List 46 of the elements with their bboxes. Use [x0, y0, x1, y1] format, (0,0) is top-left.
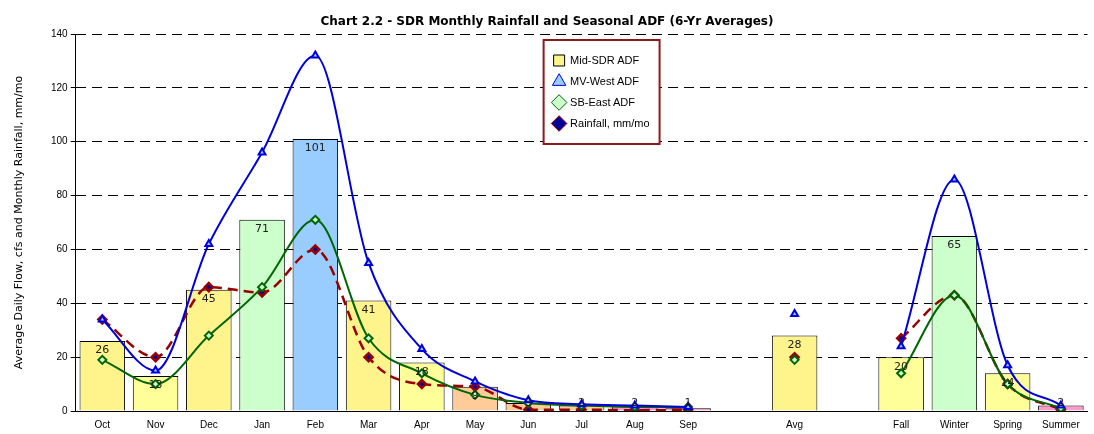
- x-tick-label: Fall: [893, 418, 910, 430]
- data-label: 41: [361, 302, 376, 316]
- legend-label: Mid-SDR ADF: [570, 53, 640, 66]
- x-tick-label: Jul: [575, 418, 588, 430]
- x-tick-label: Summer: [1041, 418, 1081, 430]
- y-tick-label: 80: [56, 189, 69, 201]
- data-label: 14: [1000, 375, 1015, 389]
- data-label: 13: [148, 378, 163, 392]
- chart-title: Chart 2.2 - SDR Monthly Rainfall and Seasonal ADF (6-Yr Averages): [319, 14, 775, 28]
- x-tick-label: Aug: [625, 418, 644, 430]
- x-tick-label: Feb: [306, 418, 325, 430]
- y-tick-label: 40: [56, 297, 69, 309]
- data-label: 101: [304, 141, 326, 155]
- data-label: 45: [201, 292, 216, 306]
- y-tick-label: 20: [56, 350, 69, 362]
- x-tick-label: Jan: [254, 418, 271, 430]
- data-label: 26: [95, 343, 110, 357]
- x-tick-label: Sep: [679, 418, 698, 430]
- x-tick-label: Avg: [786, 418, 804, 430]
- data-label: 65: [947, 238, 962, 252]
- y-tick-label: 140: [51, 27, 69, 39]
- legend-label: SB-East ADF: [570, 95, 636, 108]
- x-tick-label: Mar: [359, 418, 378, 430]
- data-label: 18: [414, 364, 429, 378]
- y-axis-title: Average Daily Flow, cfs and Monthly Rainfall, mm/mo: [11, 74, 25, 372]
- data-label: 71: [255, 222, 270, 236]
- x-tick-label: Winter: [939, 418, 970, 430]
- x-tick-label: Apr: [414, 418, 431, 430]
- y-tick-label: 60: [56, 243, 69, 255]
- data-label: 9: [471, 389, 479, 403]
- data-label: 2: [1057, 396, 1065, 410]
- x-tick-label: Dec: [199, 418, 218, 430]
- data-label: 2: [631, 396, 639, 410]
- data-label: 1: [684, 396, 692, 410]
- y-tick-label: 120: [51, 81, 69, 93]
- x-tick-label: May: [465, 418, 485, 430]
- y-tick-label: 100: [51, 135, 69, 147]
- y-tick-label: 0: [62, 404, 69, 416]
- x-tick-label: Oct: [94, 418, 111, 430]
- x-tick-label: Jun: [520, 418, 537, 430]
- legend-label: Rainfall, mm/mo: [570, 116, 650, 129]
- data-label: 3: [524, 396, 532, 410]
- legend-label: MV-West ADF: [570, 74, 640, 87]
- x-tick-label: Nov: [146, 418, 165, 430]
- x-tick-label: Spring: [993, 418, 1023, 430]
- data-label: 28: [787, 337, 802, 351]
